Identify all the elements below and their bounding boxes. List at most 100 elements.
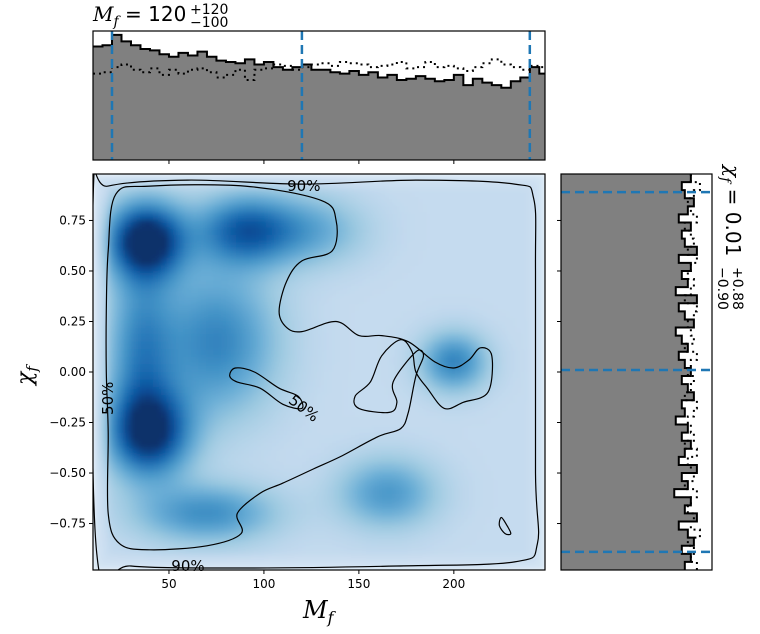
- density-cell: [160, 227, 170, 236]
- density-cell: [296, 204, 305, 213]
- density-cell: [115, 295, 124, 305]
- density-cell: [288, 318, 298, 328]
- density-cell: [507, 547, 516, 556]
- density-cell: [273, 326, 283, 335]
- density-cell: [130, 364, 139, 373]
- density-cell: [424, 394, 433, 404]
- density-cell: [311, 273, 320, 282]
- density-cell: [281, 379, 290, 389]
- density-cell: [198, 242, 207, 251]
- density-cell: [153, 471, 162, 480]
- density-cell: [379, 257, 388, 267]
- density-cell: [243, 372, 252, 381]
- density-cell: [93, 356, 102, 366]
- density-cell: [266, 432, 275, 442]
- density-cell: [492, 212, 501, 221]
- density-cell: [484, 539, 494, 548]
- density-cell: [153, 486, 162, 495]
- density-cell: [266, 174, 275, 183]
- density-cell: [115, 562, 124, 570]
- density-cell: [371, 295, 381, 305]
- density-cell: [349, 440, 358, 449]
- density-cell: [371, 341, 381, 350]
- density-cell: [190, 364, 200, 373]
- density-cell: [334, 257, 343, 267]
- density-cell: [228, 288, 237, 297]
- density-cell: [409, 402, 418, 411]
- density-cell: [266, 311, 275, 320]
- density-cell: [356, 524, 365, 533]
- density-cell: [507, 394, 516, 404]
- density-cell: [213, 227, 222, 236]
- density-cell: [371, 303, 381, 312]
- density-cell: [236, 288, 245, 297]
- density-cell: [190, 455, 200, 465]
- density-cell: [183, 455, 192, 465]
- density-cell: [424, 448, 433, 457]
- density-cell: [281, 432, 290, 442]
- density-cell: [416, 242, 426, 251]
- density-cell: [123, 356, 132, 366]
- density-cell: [537, 425, 545, 434]
- density-cell: [364, 524, 373, 533]
- density-cell: [529, 463, 539, 472]
- density-cell: [507, 486, 516, 495]
- density-cell: [190, 234, 200, 244]
- density-cell: [447, 493, 456, 503]
- density-cell: [281, 562, 290, 570]
- density-cell: [115, 425, 124, 434]
- density-cell: [168, 265, 177, 274]
- density-cell: [153, 341, 162, 350]
- density-cell: [492, 265, 501, 274]
- density-cell: [303, 455, 313, 465]
- density-cell: [319, 509, 328, 518]
- density-cell: [303, 547, 313, 556]
- density-cell: [100, 174, 109, 183]
- density-cell: [522, 402, 531, 411]
- density-cell: [492, 242, 501, 251]
- density-cell: [394, 311, 403, 320]
- density-cell: [251, 394, 260, 404]
- density-cell: [401, 425, 411, 434]
- density-cell: [153, 455, 162, 465]
- density-cell: [296, 356, 305, 366]
- density-cell: [454, 227, 463, 236]
- density-cell: [138, 349, 147, 358]
- density-cell: [349, 265, 358, 274]
- density-cell: [206, 539, 215, 548]
- density-cell: [462, 311, 471, 320]
- density-cell: [288, 562, 298, 570]
- density-cell: [341, 219, 350, 229]
- density-cell: [198, 372, 207, 381]
- density-cell: [416, 471, 426, 480]
- density-cell: [484, 455, 494, 465]
- density-cell: [236, 547, 245, 556]
- density-cell: [93, 448, 102, 457]
- density-cell: [183, 273, 192, 282]
- density-cell: [221, 189, 230, 198]
- density-cell: [522, 242, 531, 251]
- density-cell: [168, 234, 177, 244]
- density-cell: [198, 562, 207, 570]
- density-cell: [319, 288, 328, 297]
- density-cell: [469, 273, 478, 282]
- density-cell: [108, 539, 117, 548]
- density-cell: [296, 432, 305, 442]
- density-cell: [416, 478, 426, 488]
- density-cell: [130, 303, 139, 312]
- density-cell: [251, 204, 260, 213]
- density-cell: [198, 463, 207, 472]
- density-cell: [439, 478, 448, 488]
- density-cell: [401, 250, 411, 259]
- density-cell: [115, 486, 124, 495]
- density-cell: [334, 562, 343, 570]
- density-cell: [130, 402, 139, 411]
- density-cell: [409, 471, 418, 480]
- density-cell: [416, 181, 426, 191]
- density-cell: [228, 410, 237, 419]
- density-cell: [213, 516, 222, 526]
- density-cell: [175, 372, 185, 381]
- density-cell: [281, 394, 290, 404]
- density-cell: [326, 379, 335, 389]
- density-cell: [138, 326, 147, 335]
